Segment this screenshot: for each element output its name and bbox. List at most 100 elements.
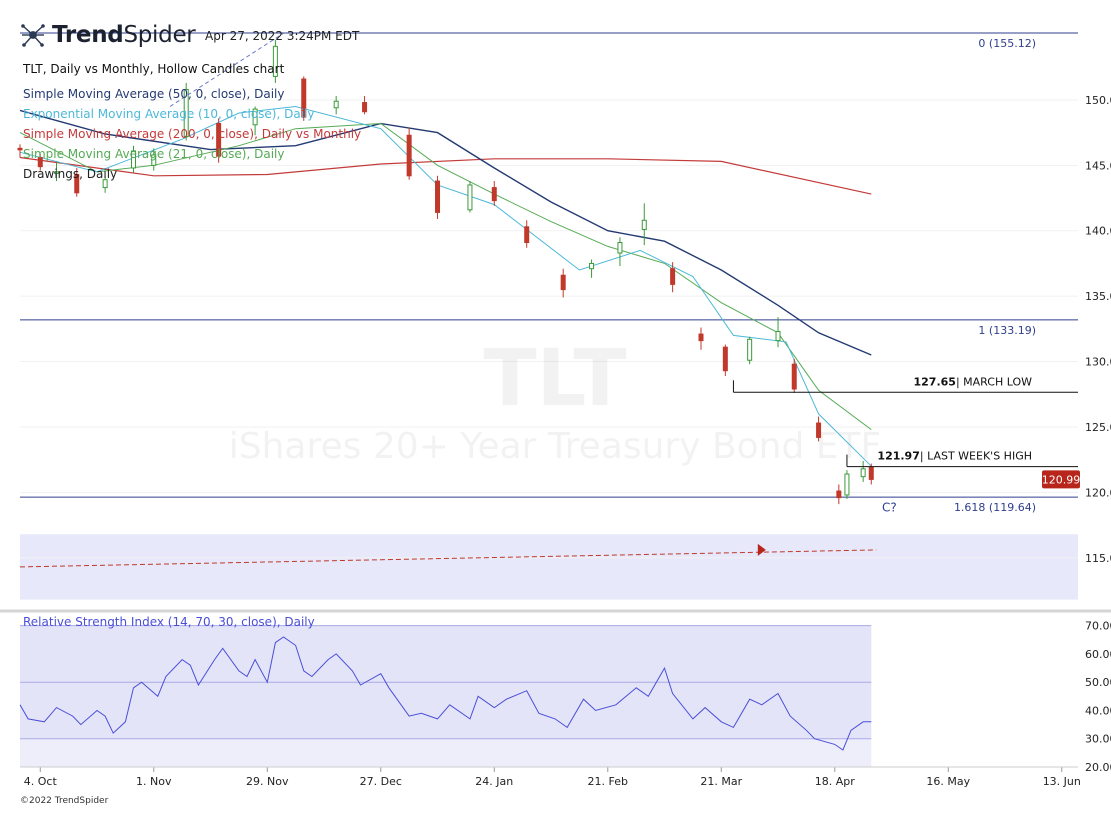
date-tick-label: 29. Nov xyxy=(246,775,289,788)
rsi-tick-label: 20.00 xyxy=(1085,761,1111,774)
candle-body xyxy=(362,102,368,113)
candle xyxy=(53,161,59,182)
candle xyxy=(333,96,339,115)
candle-body xyxy=(641,219,647,230)
date-tick-label: 13. Jun xyxy=(1043,775,1081,788)
projection-arrow xyxy=(757,543,766,556)
candle-body xyxy=(102,179,108,189)
rsi-tick-label: 30.00 xyxy=(1085,733,1111,746)
indicator-label[interactable]: Simple Moving Average (21, 0, close), Da… xyxy=(23,147,285,161)
level-text: | MARCH LOW xyxy=(956,375,1032,388)
last-price-badge xyxy=(1042,470,1080,489)
candle xyxy=(791,358,797,393)
watermark: TLT iShares 20+ Year Treasury Bond ETF xyxy=(229,334,881,467)
candle xyxy=(775,317,781,348)
candles xyxy=(17,39,874,505)
candle xyxy=(467,181,473,213)
candle-body xyxy=(775,330,781,342)
candle-body xyxy=(868,467,874,480)
date-axis: 4. Oct 1. Nov 29. Nov 27. Dec 24. Jan 21. Feb… xyxy=(24,767,1081,788)
last-price-label: 120.99 xyxy=(1042,473,1081,486)
price-tick-label: 125.00 xyxy=(1085,421,1111,434)
candle xyxy=(435,175,441,219)
candle xyxy=(747,336,753,365)
fib-label: 1 (133.19) xyxy=(978,324,1036,337)
candle xyxy=(216,118,222,163)
rsi-tick-label: 60.00 xyxy=(1085,648,1111,661)
candle-body xyxy=(406,134,412,177)
candle xyxy=(272,39,278,83)
fib-label: 0 (155.12) xyxy=(978,37,1036,50)
candle xyxy=(301,76,307,121)
projection-line xyxy=(19,543,877,568)
candle xyxy=(617,237,623,267)
spider-icon xyxy=(21,24,45,47)
candle xyxy=(252,106,258,136)
candle-body xyxy=(272,45,278,77)
rsi-tick-label: 50.00 xyxy=(1085,676,1111,689)
target-zone-band xyxy=(20,534,1078,600)
level-label: 127.65| MARCH LOW xyxy=(914,375,1033,388)
candle xyxy=(670,262,676,293)
candle xyxy=(491,181,497,206)
price-tick-label: 135.00 xyxy=(1085,290,1111,303)
price-tick-label: 145.00 xyxy=(1085,159,1111,172)
candle-body xyxy=(183,88,189,138)
trendspider-logo: TrendSpider xyxy=(20,22,196,48)
chart-title: TLT, Daily vs Monthly, Hollow Candles ch… xyxy=(23,62,285,76)
candle-body xyxy=(816,422,822,438)
candle-body xyxy=(617,242,623,254)
candle xyxy=(17,144,23,158)
candle-body xyxy=(435,180,441,213)
indicator-label[interactable]: Simple Moving Average (50, 0, close), Da… xyxy=(23,87,285,101)
timestamp: Apr 27, 2022 3:24PM EDT xyxy=(205,29,360,43)
date-tick-label: 18. Apr xyxy=(815,775,855,788)
date-tick-label: 21. Mar xyxy=(700,775,742,788)
candle-body xyxy=(589,262,595,270)
candle xyxy=(183,82,189,141)
watermark-name: iShares 20+ Year Treasury Bond ETF xyxy=(229,426,881,467)
candle-body xyxy=(74,174,80,194)
rsi-tick-label: 40.00 xyxy=(1085,704,1111,717)
candle-body xyxy=(333,100,339,109)
rsi-line xyxy=(19,636,872,751)
candle xyxy=(37,153,43,171)
candle xyxy=(836,484,842,505)
date-tick-label: 16. May xyxy=(926,775,970,788)
candle xyxy=(816,416,822,442)
indicator-label[interactable]: Exponential Moving Average (10, 0, close… xyxy=(23,107,315,121)
candle-body xyxy=(698,333,704,342)
candle xyxy=(362,96,368,115)
date-tick-label: 4. Oct xyxy=(24,775,58,788)
candle xyxy=(102,175,108,193)
copyright: ©2022 TrendSpider xyxy=(20,796,109,806)
candle xyxy=(698,327,704,350)
date-tick-label: 21. Feb xyxy=(588,775,628,788)
candle-body xyxy=(37,156,43,168)
price-tick-label: 130.00 xyxy=(1085,356,1111,369)
date-tick-label: 27. Dec xyxy=(360,775,402,788)
candle xyxy=(722,344,728,376)
candle xyxy=(406,127,412,180)
candle-body xyxy=(791,363,797,390)
indicator-label[interactable]: Drawings, Daily xyxy=(23,167,118,181)
candle-body xyxy=(836,490,842,499)
price-tick-label: 140.00 xyxy=(1085,225,1111,238)
candle-body xyxy=(524,226,530,244)
candle-body xyxy=(844,473,850,496)
candle xyxy=(131,145,137,174)
candle-body xyxy=(860,468,866,478)
candle-body xyxy=(216,122,222,157)
indicator-label[interactable]: Simple Moving Average (200, 0, close), D… xyxy=(23,127,362,141)
candle-body xyxy=(252,108,258,126)
rsi-tick-label: 70.00 xyxy=(1085,620,1111,633)
candle-body xyxy=(131,150,137,169)
annotations: 127.65| MARCH LOW 121.97| LAST WEEK'S HIG… xyxy=(169,32,1081,515)
candle-body xyxy=(17,147,23,151)
fib-lines: 0 (155.12) 1 (133.19) 1.618 (119.64) xyxy=(20,32,1078,514)
candle xyxy=(524,220,530,248)
candle-body xyxy=(747,338,753,361)
level-value: 121.97 xyxy=(877,450,919,463)
